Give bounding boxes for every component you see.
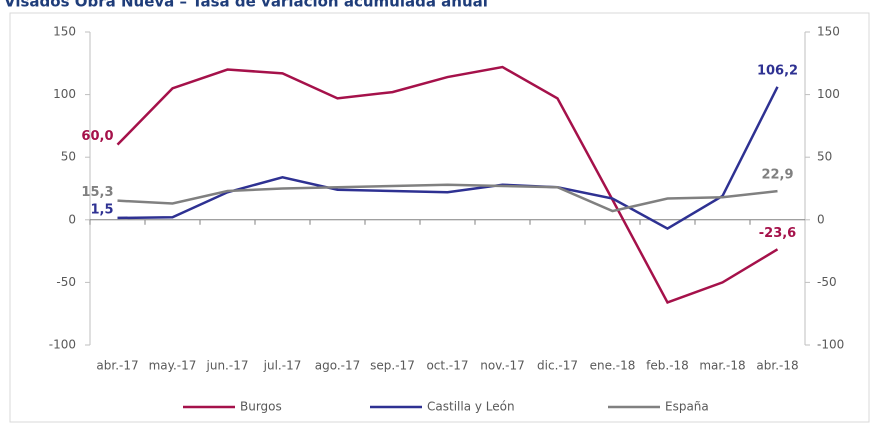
x-tick-label: jul.-17 (263, 359, 302, 373)
data-label: 15,3 (81, 185, 113, 200)
y2-tick-label: -50 (817, 275, 837, 289)
x-tick-label: ene.-18 (590, 359, 636, 373)
data-label: -23,6 (759, 226, 796, 241)
y2-tick-label: -100 (817, 338, 844, 352)
x-tick-label: oct.-17 (426, 359, 468, 373)
x-tick-label: sep.-17 (370, 359, 415, 373)
y-tick-label: 50 (61, 150, 76, 164)
x-tick-label: ago.-17 (315, 359, 361, 373)
data-label: 106,2 (757, 63, 798, 78)
y-tick-label: 100 (53, 87, 76, 101)
y2-tick-label: 0 (817, 212, 825, 226)
x-tick-label: abr.-18 (756, 359, 798, 373)
x-tick-label: nov.-17 (480, 359, 525, 373)
series-line (116, 65, 779, 304)
y-tick-label: 150 (53, 25, 76, 39)
series-line (117, 183, 778, 213)
x-tick-label: feb.-18 (646, 359, 689, 373)
y-tick-label: -100 (49, 338, 76, 352)
y-tick-label: 0 (68, 212, 76, 226)
x-tick-label: may.-17 (149, 359, 197, 373)
x-tick-label: mar.-18 (699, 359, 745, 373)
chart-title: Visados Obra Nueva – Tasa de variación a… (4, 0, 488, 11)
series-line (117, 86, 779, 231)
data-label: 60,0 (81, 129, 113, 144)
legend-label: España (665, 400, 709, 414)
chart-frame (9, 12, 870, 423)
x-tick-label: abr.-17 (96, 359, 138, 373)
data-label: 1,5 (90, 202, 113, 217)
legend-label: Burgos (240, 400, 282, 414)
y2-tick-label: 50 (817, 150, 832, 164)
legend-label: Castilla y León (427, 400, 515, 414)
y2-tick-label: 100 (817, 87, 840, 101)
data-label: 22,9 (761, 168, 793, 183)
y-tick-label: -50 (56, 275, 76, 289)
y2-tick-label: 150 (817, 25, 840, 39)
x-tick-label: dic.-17 (537, 359, 578, 373)
x-tick-label: jun.-17 (206, 359, 249, 373)
